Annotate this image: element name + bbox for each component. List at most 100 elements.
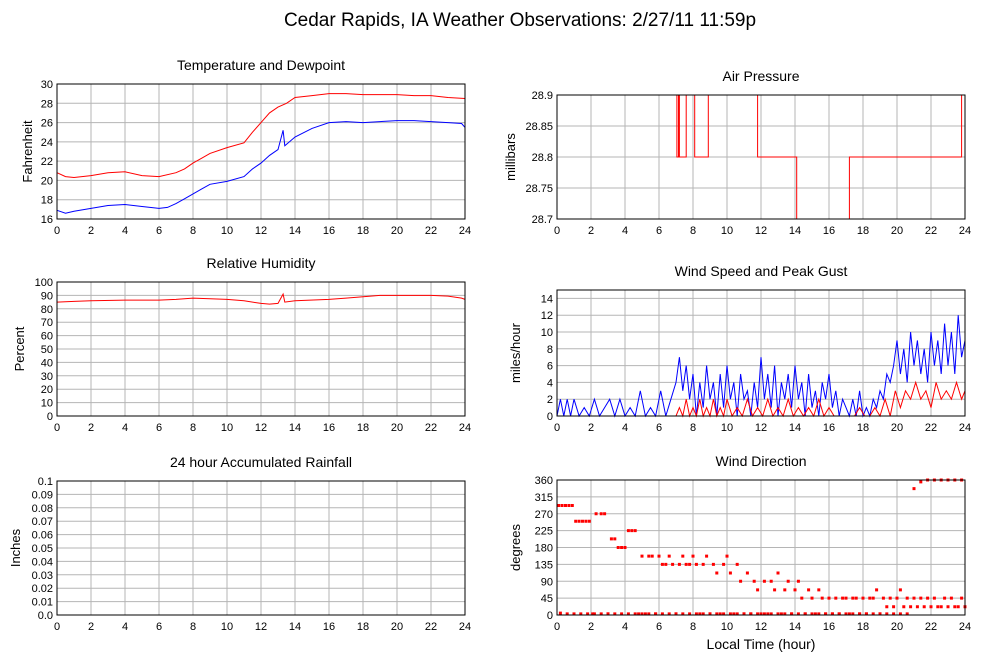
x-tick-label: 10 [221,225,233,237]
x-tick-label: 0 [554,225,560,237]
x-tick-label: 4 [622,225,628,237]
x-tick-label: 4 [122,225,128,237]
data-point [773,588,777,592]
data-point [591,612,595,616]
x-tick-label: 16 [823,621,835,633]
y-tick-label: 16 [41,214,53,226]
x-tick-label: 24 [959,225,971,237]
x-tick-label: 18 [357,225,369,237]
y-tick-label: 70 [41,317,53,329]
x-tick-label: 6 [156,225,162,237]
x-tick-label: 6 [156,621,162,633]
x-tick-label: 6 [656,621,662,633]
data-point [800,596,804,600]
data-point [881,596,885,600]
y-tick-label: 0.03 [32,570,53,582]
data-point [681,554,685,558]
data-point [647,612,651,616]
y-tick-label: 28.9 [532,90,553,102]
x-tick-label: 18 [857,621,869,633]
data-point [851,596,855,600]
data-point [613,537,617,541]
data-point [745,571,749,575]
x-tick-label: 12 [755,422,767,434]
y-tick-label: 0.06 [32,530,53,542]
x-tick-label: 2 [88,225,94,237]
y-tick-label: 0 [47,411,53,423]
y-axis-label: Percent [12,326,27,371]
y-tick-label: 28.8 [532,152,553,164]
x-tick-label: 2 [88,422,94,434]
data-point [557,504,561,507]
x-tick-label: 8 [190,225,196,237]
x-tick-label: 18 [857,225,869,237]
series-line-0 [56,292,466,305]
data-point [688,612,692,616]
data-point [875,588,879,592]
x-tick-label: 2 [588,225,594,237]
data-point [584,519,588,523]
plot-frame [556,289,966,417]
y-tick-label: 40 [41,357,53,369]
x-tick-label: 4 [622,621,628,633]
data-point [708,612,712,616]
data-point [783,612,787,616]
data-point [640,554,644,558]
data-point [898,588,902,592]
data-point [779,612,783,616]
data-point [718,612,722,616]
x-tick-label: 22 [925,621,937,633]
data-point [609,537,613,541]
data-point [953,605,957,609]
data-point [769,579,773,583]
data-point [807,588,811,592]
x-tick-label: 14 [289,422,301,434]
data-point [660,612,664,616]
x-tick-label: 12 [255,422,267,434]
x-tick-label: 6 [656,225,662,237]
y-tick-label: 50 [41,344,53,356]
data-point [637,612,641,616]
data-point [878,612,882,616]
data-point [671,562,675,566]
chart-title: Relative Humidity [207,255,316,271]
data-point [837,612,841,616]
data-point [599,512,603,516]
data-point [701,612,705,616]
y-tick-label: 28.7 [532,214,553,226]
data-point [677,562,681,566]
series-line-0 [56,93,466,179]
x-tick-label: 10 [721,225,733,237]
y-tick-label: 14 [541,293,553,305]
data-point [803,612,807,616]
data-point [912,487,916,491]
y-tick-label: 10 [541,327,553,339]
data-point [558,611,562,615]
data-point [885,612,889,616]
data-point [735,562,739,566]
x-tick-label: 20 [391,225,403,237]
data-point [939,605,943,609]
x-tick-label: 22 [925,422,937,434]
x-tick-label: 0 [54,225,60,237]
x-tick-label: 6 [156,422,162,434]
data-point [654,612,658,616]
x-tick-label: 20 [891,225,903,237]
y-tick-label: 135 [535,559,553,571]
data-point [711,562,715,566]
y-tick-label: 28.75 [525,183,553,195]
data-point [932,596,936,600]
y-axis-label: miles/hour [508,322,523,383]
data-point [922,605,926,609]
y-tick-label: 30 [41,371,53,383]
x-tick-label: 24 [459,225,471,237]
y-tick-label: 0.02 [32,583,53,595]
y-tick-label: 100 [35,277,53,289]
data-point [592,612,596,616]
x-tick-label: 14 [789,225,801,237]
data-point [871,612,875,616]
